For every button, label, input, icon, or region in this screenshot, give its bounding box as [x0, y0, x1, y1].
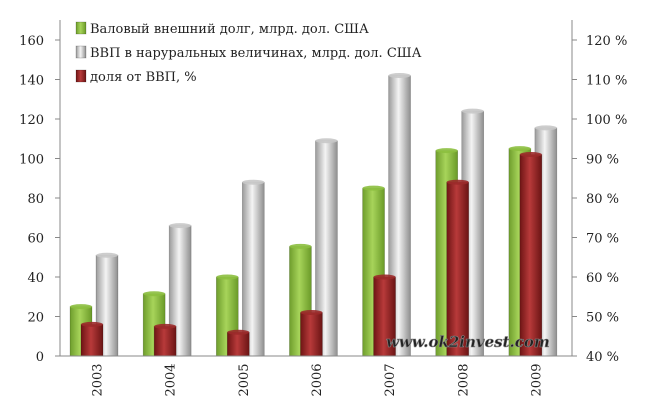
right-tick-label: 100 % — [586, 113, 627, 128]
x-axis-ticks: 2003 2004 2005 2006 2007 2008 2009 — [91, 363, 545, 396]
legend-swatch — [75, 21, 87, 35]
bar-cap-share — [227, 329, 250, 335]
bar-share — [80, 324, 104, 357]
bar-cap-share — [373, 274, 396, 280]
bar-cap-debt — [362, 185, 385, 191]
right-tick-label: 110 % — [586, 74, 627, 89]
bar-cap-gdp — [242, 179, 265, 185]
right-tick-label: 40 % — [586, 350, 619, 365]
bar-cap-share — [519, 152, 542, 158]
legend-swatch — [75, 69, 87, 83]
bar-cap-share — [446, 179, 469, 185]
right-tick-label: 120 % — [586, 34, 627, 49]
x-tick-label: 2003 — [91, 363, 106, 396]
legend-label: доля от ВВП, % — [90, 70, 197, 85]
legend-label: ВВП в наруральных величинах, млрд. дол. … — [90, 46, 422, 61]
bar-share — [519, 154, 543, 357]
bar-share — [300, 312, 323, 357]
left-tick-label: 80 — [27, 192, 44, 207]
right-axis-ticks: 40 % 50 % 60 % 70 % 80 % 90 % 100 % 110 % 120 % — [572, 34, 627, 365]
bar-share — [446, 181, 470, 357]
right-tick-label: 50 % — [586, 311, 619, 326]
left-tick-label: 0 — [36, 350, 44, 365]
bar-cap-debt — [435, 148, 458, 154]
left-tick-label: 40 — [27, 271, 44, 286]
bar-cap-gdp — [96, 252, 118, 258]
left-tick-label: 60 — [27, 232, 44, 247]
bars-layer — [69, 73, 558, 357]
bar-share — [153, 326, 177, 357]
bar-cap-share — [300, 310, 323, 316]
legend: Валовый внешний долг, млрд. дол. США ВВП … — [75, 21, 422, 85]
bar-cap-debt — [289, 243, 312, 249]
watermark: www.ok2invest.com — [386, 333, 550, 351]
bar-cap-gdp — [315, 138, 338, 144]
bar-cap-debt — [143, 291, 166, 297]
bar-cap-debt — [508, 146, 531, 152]
bar-cap-gdp — [169, 223, 192, 229]
right-tick-label: 60 % — [586, 271, 619, 286]
legend-swatch — [75, 45, 87, 59]
x-tick-label: 2006 — [310, 363, 325, 396]
left-tick-label: 20 — [27, 311, 44, 326]
left-tick-label: 100 — [19, 153, 44, 168]
bar-cap-debt — [216, 274, 239, 280]
x-tick-label: 2007 — [383, 363, 398, 396]
left-tick-label: 160 — [19, 34, 44, 49]
right-tick-label: 90 % — [586, 153, 619, 168]
bar-gdp — [241, 181, 265, 357]
x-tick-label: 2008 — [456, 363, 471, 396]
bar-cap-gdp — [461, 108, 484, 114]
x-tick-label: 2009 — [529, 363, 544, 396]
bar-cap-gdp — [534, 125, 557, 131]
x-tick-label: 2005 — [237, 363, 252, 396]
x-tick-label: 2004 — [164, 363, 179, 396]
left-axis-ticks: 0 20 40 60 80 100 120 140 160 — [19, 34, 60, 365]
left-tick-label: 140 — [19, 74, 44, 89]
bar-cap-share — [154, 323, 177, 329]
left-tick-label: 120 — [19, 113, 44, 128]
bar-cap-share — [81, 321, 103, 327]
legend-label: Валовый внешний долг, млрд. дол. США — [90, 22, 369, 37]
right-tick-label: 70 % — [586, 232, 619, 247]
bar-cap-debt — [70, 304, 92, 310]
bar-cap-gdp — [388, 73, 411, 79]
right-tick-label: 80 % — [586, 192, 619, 207]
bar-share — [226, 331, 250, 357]
